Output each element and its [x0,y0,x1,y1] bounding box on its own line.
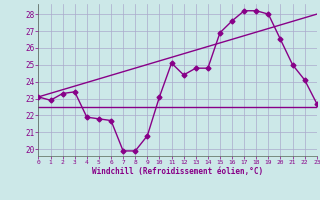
X-axis label: Windchill (Refroidissement éolien,°C): Windchill (Refroidissement éolien,°C) [92,167,263,176]
